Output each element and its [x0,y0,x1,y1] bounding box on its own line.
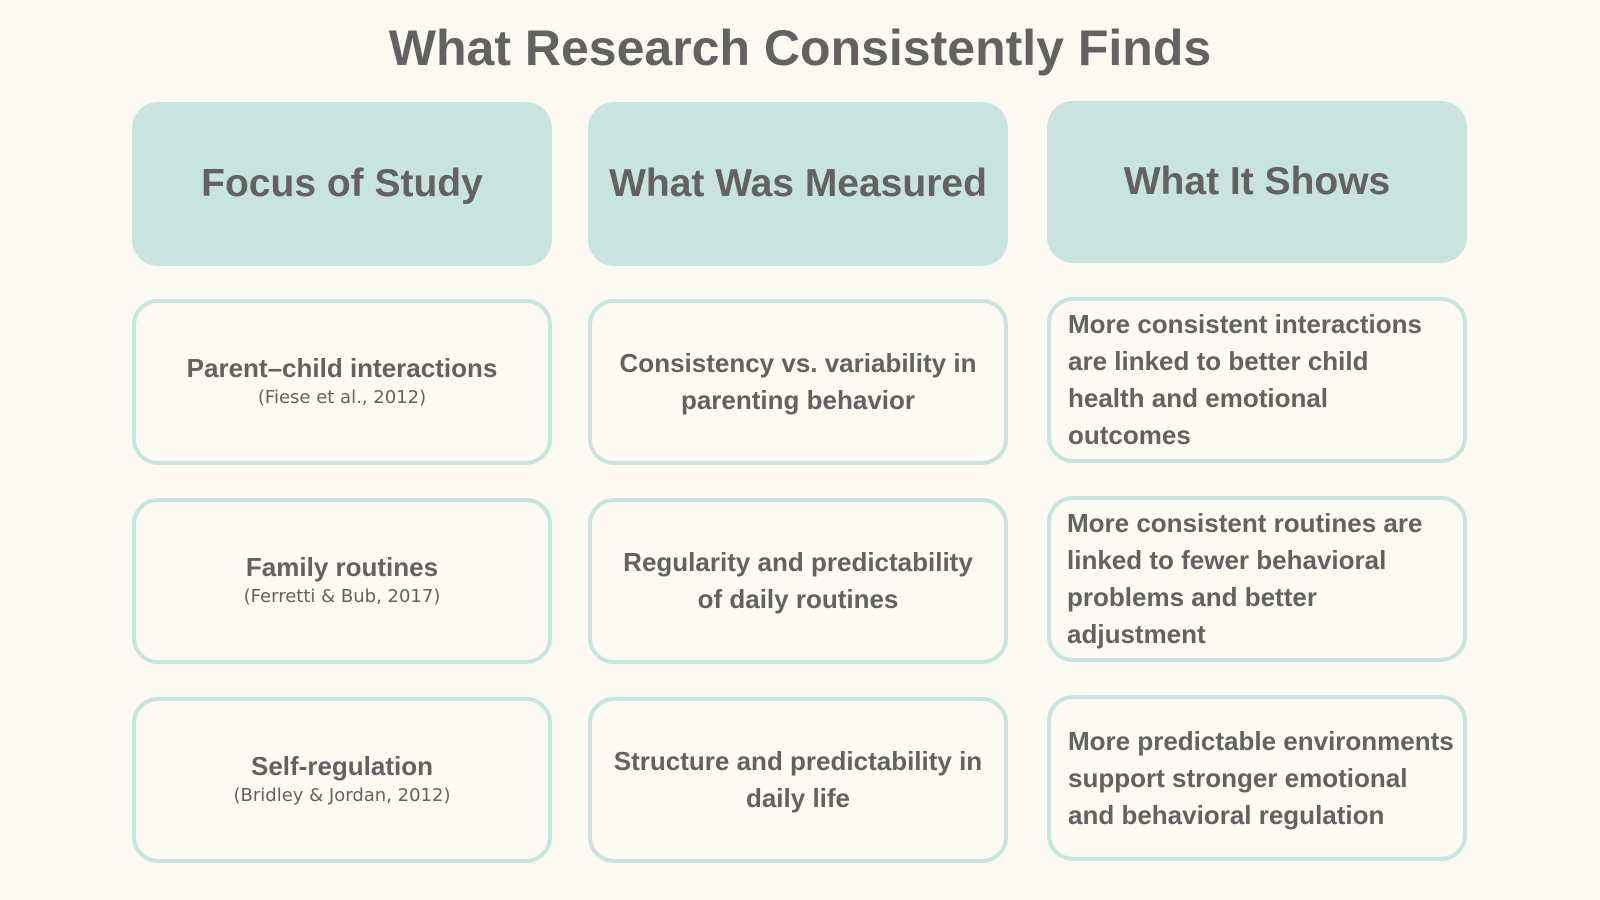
measured-text: Regularity and predictability of daily r… [623,547,973,614]
focus-cell-3: Self-regulation (Bridley & Jordan, 2012) [132,697,552,863]
header-measured-label: What Was Measured [609,162,987,205]
citation: (Fiese et al., 2012) [257,387,427,408]
shows-cell-2: More consistent routines are linked to f… [1047,496,1467,662]
citation: (Ferretti & Bub, 2017) [243,586,441,607]
shows-text: More predictable environments support st… [1068,725,1454,830]
measured-text: Structure and predictability in daily li… [613,746,983,813]
shows-cell-3: More predictable environments support st… [1047,695,1467,861]
header-shows-label: What It Shows [1123,160,1391,203]
page-title: What Research Consistently Finds [388,20,1212,76]
focus-title: Self-regulation [250,751,433,781]
focus-title: Parent–child interactions [186,353,498,383]
shows-text: More consistent routines are linked to f… [1067,508,1423,649]
measured-cell-1: Consistency vs. variability in parenting… [588,299,1008,465]
citation: (Bridley & Jordan, 2012) [233,785,451,806]
header-focus-label: Focus of Study [201,162,483,205]
measured-cell-2: Regularity and predictability of daily r… [588,498,1008,664]
header-what-it-shows: What It Shows [1047,101,1467,263]
header-focus-of-study: Focus of Study [132,102,552,266]
focus-cell-2: Family routines (Ferretti & Bub, 2017) [132,498,552,664]
focus-cell-1: Parent–child interactions (Fiese et al.,… [132,299,552,465]
measured-cell-3: Structure and predictability in daily li… [588,697,1008,863]
header-what-was-measured: What Was Measured [588,102,1008,266]
focus-title: Family routines [245,552,439,582]
measured-text: Consistency vs. variability in parenting… [619,348,977,415]
shows-cell-1: More consistent interactions are linked … [1047,297,1467,463]
shows-text: More consistent interactions are linked … [1068,309,1422,450]
